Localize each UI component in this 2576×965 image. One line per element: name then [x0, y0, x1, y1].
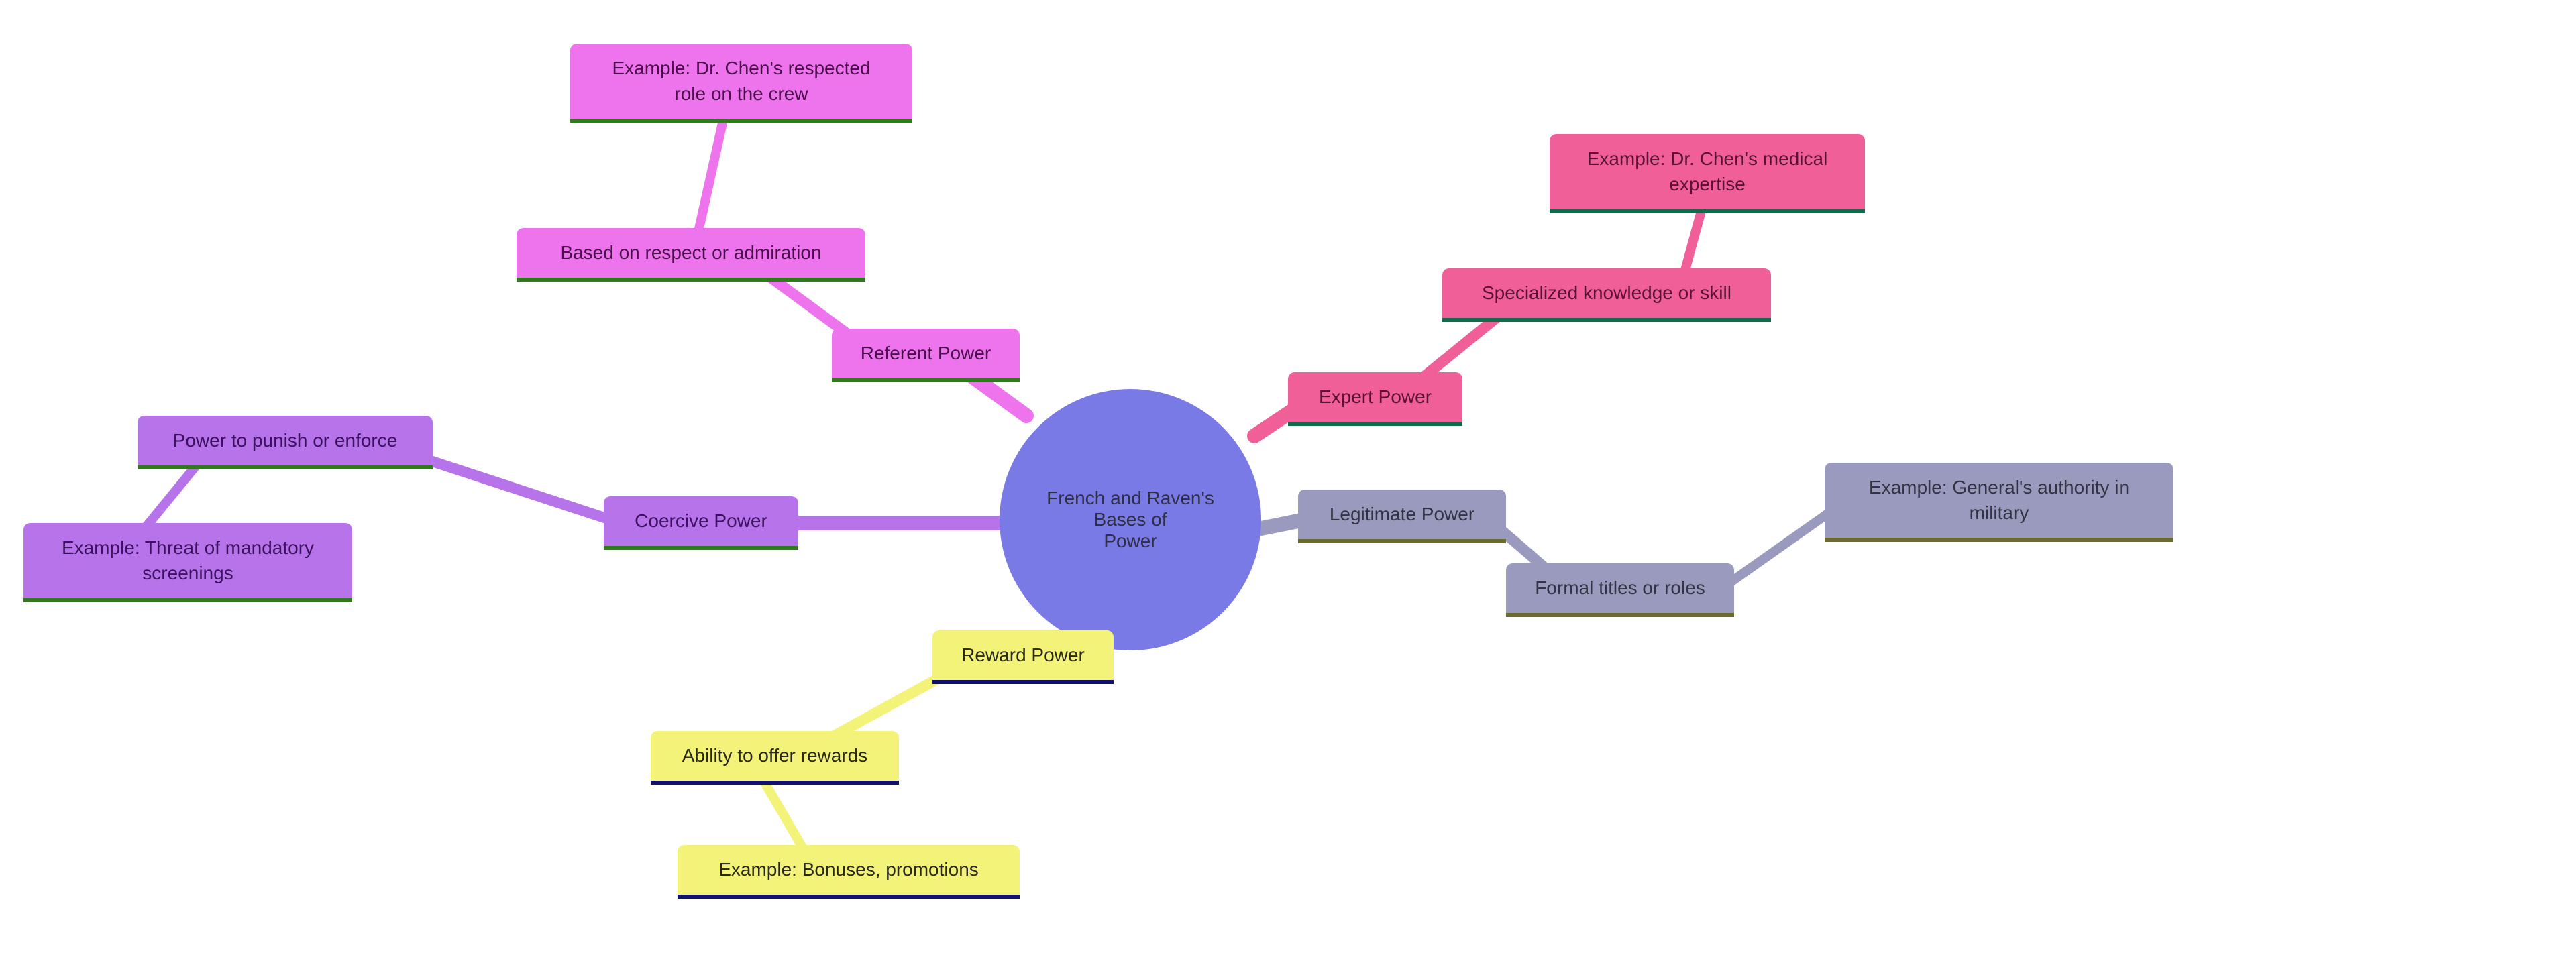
edge-layer	[0, 0, 2576, 965]
node-legit-desc: Formal titles or roles	[1506, 563, 1734, 617]
node-ref-desc: Based on respect or admiration	[517, 228, 865, 282]
node-coerc-root: Coercive Power	[604, 496, 798, 550]
node-label: Coercive Power	[635, 508, 767, 534]
node-legit-ex: Example: General's authority in military	[1825, 463, 2174, 542]
node-legit-root: Legitimate Power	[1298, 490, 1506, 543]
node-label: Legitimate Power	[1330, 502, 1474, 527]
center-label: French and Raven's Bases of Power	[1026, 488, 1234, 552]
node-label: Referent Power	[861, 341, 991, 366]
node-reward-root: Reward Power	[932, 630, 1114, 684]
node-label: Reward Power	[961, 642, 1085, 668]
node-ref-ex: Example: Dr. Chen's respected role on th…	[570, 44, 912, 123]
node-label: Formal titles or roles	[1535, 575, 1705, 601]
mindmap-canvas: French and Raven's Bases of Power Expert …	[0, 0, 2576, 965]
node-ref-root: Referent Power	[832, 329, 1020, 382]
node-label: Example: Threat of mandatory screenings	[62, 535, 314, 586]
node-label: Example: General's authority in military	[1869, 475, 2129, 526]
node-label: Example: Bonuses, promotions	[718, 857, 979, 883]
node-reward-ex: Example: Bonuses, promotions	[678, 845, 1020, 899]
node-coerc-ex: Example: Threat of mandatory screenings	[23, 523, 352, 602]
node-label: Example: Dr. Chen's respected role on th…	[612, 56, 870, 107]
node-label: Ability to offer rewards	[682, 743, 868, 769]
node-reward-desc: Ability to offer rewards	[651, 731, 899, 785]
node-label: Example: Dr. Chen's medical expertise	[1587, 146, 1828, 197]
node-expert-root: Expert Power	[1288, 372, 1462, 426]
node-coerc-desc: Power to punish or enforce	[138, 416, 433, 469]
node-label: Power to punish or enforce	[173, 428, 398, 453]
node-label: Expert Power	[1319, 384, 1432, 410]
center-node: French and Raven's Bases of Power	[1000, 389, 1261, 650]
node-expert-desc: Specialized knowledge or skill	[1442, 268, 1771, 322]
node-expert-ex: Example: Dr. Chen's medical expertise	[1550, 134, 1865, 213]
node-label: Specialized knowledge or skill	[1482, 280, 1731, 306]
node-label: Based on respect or admiration	[560, 240, 821, 266]
